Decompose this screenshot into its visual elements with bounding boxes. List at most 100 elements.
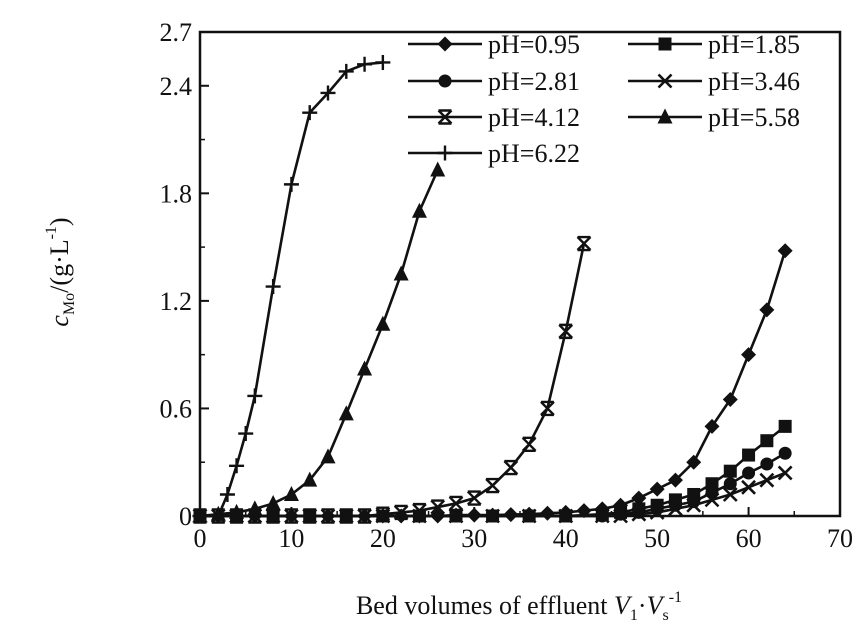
legend-label: pH=0.95 [488, 30, 580, 59]
x-tick-label: 60 [736, 524, 762, 553]
legend-entry: pH=4.12 [408, 103, 580, 132]
data-point [667, 472, 683, 488]
data-point [320, 448, 336, 464]
series-layer [192, 54, 793, 524]
data-point [539, 505, 555, 521]
data-point [704, 492, 720, 508]
y-tick-label: 2.4 [160, 72, 193, 101]
data-point [393, 265, 409, 281]
series-line [200, 250, 787, 518]
data-point [742, 448, 756, 462]
legend-label: pH=2.81 [488, 67, 580, 96]
legend-marker [437, 36, 453, 52]
x-tick-label: 70 [827, 524, 853, 553]
data-point [594, 508, 610, 524]
data-point [247, 500, 263, 516]
legend-entry: pH=3.46 [628, 67, 800, 96]
x-tick-label: 30 [461, 524, 487, 553]
legend-marker [437, 109, 453, 125]
data-point [265, 279, 281, 295]
series-line [200, 243, 586, 518]
data-point [448, 508, 464, 524]
legend-entry: pH=2.81 [408, 67, 580, 96]
data-point [448, 495, 464, 512]
data-point [338, 508, 354, 524]
data-point [722, 391, 738, 407]
data-point [503, 459, 519, 476]
series-ph-6-22 [192, 54, 391, 524]
data-point [778, 419, 792, 433]
y-tick-label: 1.2 [160, 287, 193, 316]
data-point [540, 400, 555, 417]
legend-marker [657, 108, 673, 124]
data-point [759, 472, 775, 488]
legend-marker [657, 73, 673, 89]
legend-entry: pH=6.22 [408, 139, 580, 168]
legend-label: pH=5.58 [708, 103, 800, 132]
axes-layer: 0 10 20 30 40 50 60 70 0 0.6 1.2 1.8 2.4 2.7 [160, 18, 854, 553]
data-point [265, 508, 281, 524]
series-ph-5-58 [192, 161, 446, 523]
data-point [503, 507, 519, 523]
data-point [649, 481, 665, 497]
data-point [722, 487, 738, 502]
legend-label: pH=3.46 [708, 67, 800, 96]
data-point [375, 54, 391, 70]
data-point [777, 465, 793, 481]
data-point [759, 302, 775, 318]
data-point [631, 506, 647, 522]
data-point [430, 499, 446, 515]
data-point [521, 508, 537, 524]
data-point [742, 466, 756, 480]
x-tick-label: 20 [370, 524, 396, 553]
data-point [411, 202, 427, 218]
data-point [760, 457, 774, 471]
data-point [302, 105, 318, 121]
data-point [357, 360, 373, 376]
series-ph-1-85 [193, 419, 792, 523]
y-tick-label: 0 [179, 502, 192, 531]
data-point [777, 243, 793, 259]
data-point [466, 490, 482, 506]
legend: pH=0.95 pH=1.85 pH=2.81 pH=3.46 pH=4.12 pH=5.… [408, 30, 800, 168]
series-ph-4-12 [192, 235, 592, 524]
legend-marker [658, 37, 672, 51]
x-axis-title: Bed volumes of effluent V1·Vs-1 [356, 589, 682, 624]
data-point [283, 485, 299, 501]
data-point [686, 497, 702, 513]
legend-entry: pH=1.85 [628, 30, 800, 59]
series-line [200, 61, 383, 518]
data-point [558, 323, 574, 340]
data-point [760, 434, 774, 448]
data-point [320, 85, 336, 101]
legend-entry: pH=5.58 [628, 103, 800, 132]
data-point [357, 508, 372, 524]
data-point [430, 161, 446, 177]
data-point [723, 477, 737, 491]
legend-label: pH=1.85 [708, 30, 800, 59]
data-point [238, 426, 254, 442]
data-point [613, 508, 628, 524]
data-point [723, 464, 737, 478]
data-point [320, 508, 336, 524]
legend-label: pH=4.12 [488, 103, 580, 132]
data-point [338, 405, 354, 421]
y-axis-title: cMo/(g·L-1) [43, 217, 78, 326]
data-point [219, 486, 235, 502]
legend-label: pH=6.22 [488, 139, 580, 168]
data-point [778, 446, 792, 460]
data-point [668, 501, 683, 517]
data-point [741, 479, 756, 495]
data-point [576, 235, 592, 252]
x-tick-label: 10 [278, 524, 304, 553]
data-point [741, 347, 757, 363]
data-point [375, 315, 391, 331]
data-point [521, 436, 537, 452]
data-point [393, 504, 409, 521]
data-point [631, 490, 647, 506]
data-point [485, 508, 500, 524]
x-tick-label: 50 [644, 524, 670, 553]
data-point [210, 508, 226, 524]
data-point [686, 454, 702, 470]
